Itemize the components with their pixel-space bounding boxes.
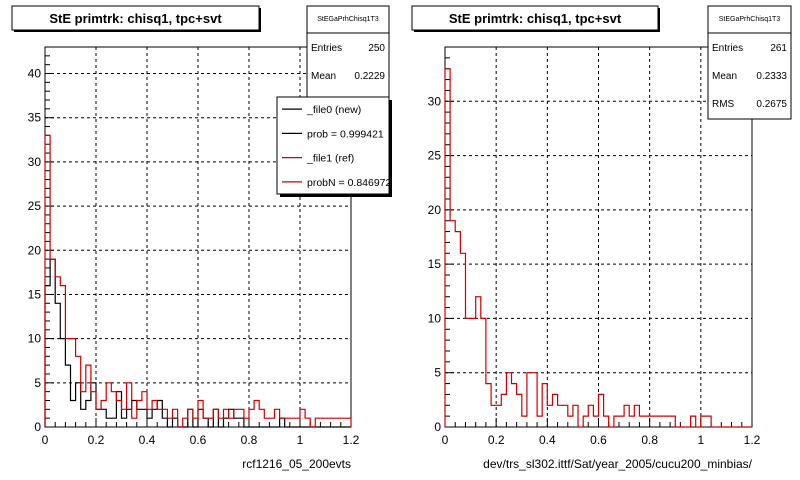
y-tick-label: 20 bbox=[428, 203, 442, 217]
stats-label: Mean bbox=[311, 71, 336, 82]
x-tick-label: 0.6 bbox=[590, 433, 607, 447]
x-axis-label: rcf1216_05_200evts bbox=[242, 457, 351, 471]
x-tick-label: 0 bbox=[442, 433, 449, 447]
title-box bbox=[411, 5, 659, 31]
x-tick-label: 1 bbox=[697, 433, 704, 447]
stats-value: 0.2333 bbox=[756, 71, 787, 82]
x-tick-label: 0.8 bbox=[241, 433, 258, 447]
legend-label: prob = 0.999421 bbox=[307, 128, 384, 140]
y-tick-label: 10 bbox=[428, 311, 442, 325]
y-tick-label: 25 bbox=[428, 149, 442, 163]
x-tick-label: 0.4 bbox=[139, 433, 156, 447]
x-tick-label: 0.2 bbox=[88, 433, 105, 447]
y-tick-label: 35 bbox=[28, 111, 42, 125]
legend-label: probN = 0.846972 bbox=[307, 177, 392, 189]
x-tick-label: 0.6 bbox=[190, 433, 207, 447]
stats-value: 0.2675 bbox=[756, 99, 787, 110]
x-tick-label: 0.4 bbox=[539, 433, 556, 447]
y-tick-label: 25 bbox=[28, 199, 42, 213]
stats-label: Mean bbox=[712, 71, 737, 82]
x-tick-label: 0.8 bbox=[641, 433, 658, 447]
legend: _file0 (new) prob = 0.999421 _file1 (ref) p… bbox=[276, 96, 392, 197]
chart-title: StE primtrk: chisq1, tpc+svt bbox=[449, 11, 622, 26]
y-tick-label: 0 bbox=[434, 420, 441, 434]
x-tick-label: 0 bbox=[42, 433, 49, 447]
stats-value: 250 bbox=[368, 43, 385, 54]
y-tick-label: 15 bbox=[28, 287, 42, 301]
stats-label: RMS bbox=[712, 99, 735, 110]
y-tick-label: 5 bbox=[34, 376, 41, 390]
chart-panel-2: 0 0.2 0.4 0.6 0.8 1 1.2 0 5 10 15 20 25 30 StE primtrk… bbox=[411, 5, 792, 471]
y-tick-label: 30 bbox=[428, 94, 442, 108]
histogram-series-1 bbox=[444, 68, 752, 428]
x-tick-label: 1 bbox=[297, 433, 304, 447]
chart-panel-1: 0 0.2 0.4 0.6 0.8 1 1.2 0 5 10 15 20 25 30 35 40 StE pri… bbox=[11, 5, 392, 471]
x-axis-label: dev/trs_sl302.ittf/Sat/year_2005/cucu200… bbox=[483, 457, 752, 471]
x-tick-label: 0.2 bbox=[488, 433, 505, 447]
stats-header: StEGaPrhChisq1T3 bbox=[719, 16, 781, 23]
legend-label: _file0 (new) bbox=[306, 104, 361, 116]
y-tick-label: 0 bbox=[34, 420, 41, 434]
title-box bbox=[11, 5, 260, 31]
y-tick-label: 10 bbox=[28, 332, 42, 346]
stats-box bbox=[707, 5, 792, 120]
chart-title: StE primtrk: chisq1, tpc+svt bbox=[49, 11, 222, 26]
y-tick-label: 20 bbox=[28, 243, 42, 257]
plot-frame bbox=[444, 46, 753, 428]
y-tick-label: 5 bbox=[434, 366, 441, 380]
legend-label: _file1 (ref) bbox=[306, 153, 354, 165]
y-tick-label: 40 bbox=[28, 67, 42, 81]
histogram-series-2 bbox=[44, 134, 352, 428]
stats-header: StEGaPrhChisq1T3 bbox=[317, 16, 379, 23]
x-tick-label: 1.2 bbox=[744, 433, 761, 447]
stats-label: Entries bbox=[712, 43, 743, 54]
stats-value: 261 bbox=[770, 43, 787, 54]
y-tick-label: 30 bbox=[28, 155, 42, 169]
stats-value: 0.2229 bbox=[354, 71, 385, 82]
x-tick-label: 1.2 bbox=[343, 433, 360, 447]
histogram-series-1 bbox=[44, 258, 351, 428]
y-tick-label: 15 bbox=[428, 257, 442, 271]
legend-box bbox=[276, 96, 390, 195]
stats-label: Entries bbox=[311, 43, 342, 54]
